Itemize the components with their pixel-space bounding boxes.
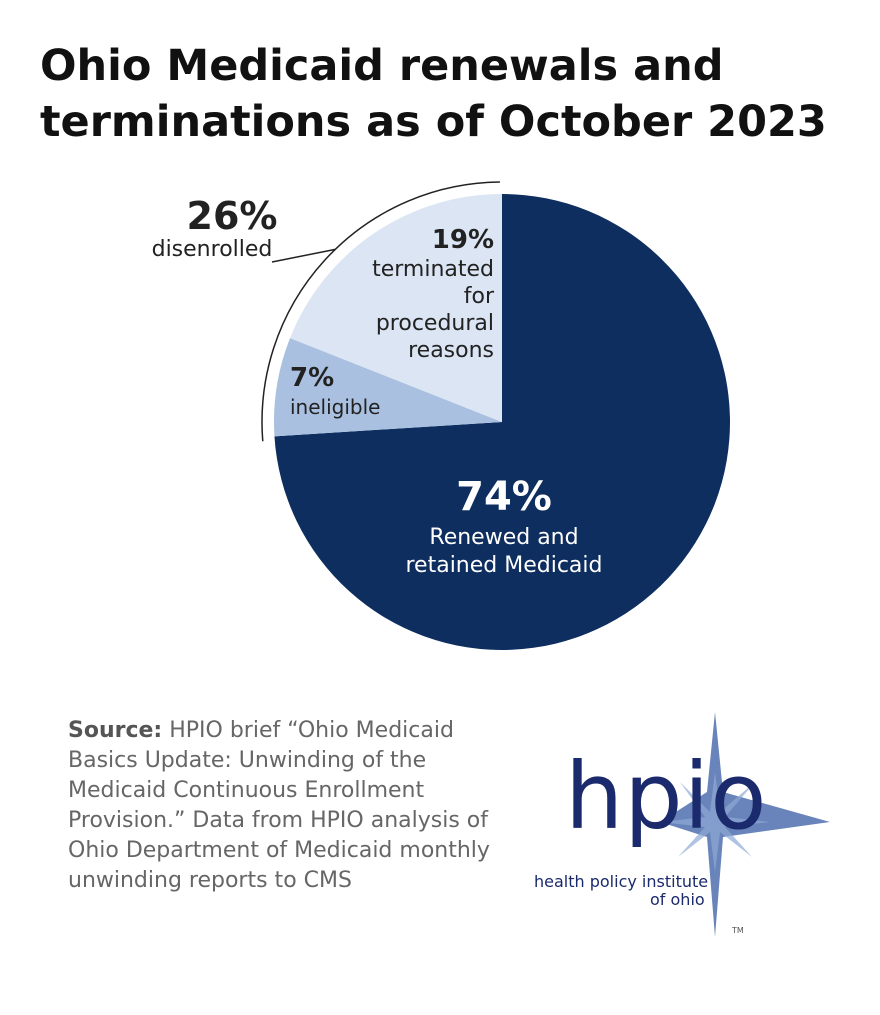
slice-ineligible	[274, 338, 502, 437]
disenrolled-percent: 26%	[187, 194, 278, 238]
compass-star-icon	[660, 712, 830, 937]
logo-trademark: TM	[732, 926, 744, 935]
slice-ineligible-label-line: ineligible	[290, 395, 380, 419]
slice-renewed	[274, 194, 731, 650]
logo-name-line-2: of ohio	[650, 890, 705, 909]
pie-chart: 74% Renewed and retained Medicaid 7%ineligi…	[152, 181, 731, 650]
logo-name-line-1: health policy institute	[534, 872, 709, 891]
slice-procedural-label-line: for	[464, 284, 495, 309]
slice-procedural-percent: 19%	[432, 225, 494, 255]
slice-procedural	[290, 194, 502, 422]
slice-renewed-percent: 74%	[456, 474, 552, 520]
pie-slices	[274, 194, 731, 650]
slice-procedural-label-line: reasons	[408, 338, 494, 363]
slice-renewed-label-line: Renewed and	[429, 525, 578, 550]
disenrolled-leader-line	[271, 248, 336, 263]
source-note: Source: HPIO brief “Ohio Medicaid Basics…	[68, 716, 508, 896]
chart-title-line-2: terminations as of October 2023	[40, 97, 827, 147]
disenrolled-bracket-arc	[261, 181, 500, 442]
source-text: HPIO brief “Ohio Medicaid Basics Update:…	[68, 718, 490, 893]
slice-procedural-label-line: procedural	[376, 311, 494, 336]
chart-title: Ohio Medicaid renewals and terminations …	[40, 38, 840, 150]
hpio-logo: hpio health policy institute of ohio TM	[520, 712, 850, 942]
slice-labels: 74% Renewed and retained Medicaid 7%ineligi…	[290, 225, 603, 578]
disenrolled-label: disenrolled	[152, 237, 273, 262]
source-prefix: Source:	[68, 718, 163, 743]
slice-ineligible-percent: 7%	[290, 363, 334, 393]
chart-title-line-1: Ohio Medicaid renewals and	[40, 41, 724, 91]
slice-renewed-label-line: retained Medicaid	[405, 553, 602, 578]
slice-procedural-label-line: terminated	[372, 257, 494, 282]
logo-wordmark: hpio	[565, 743, 768, 850]
